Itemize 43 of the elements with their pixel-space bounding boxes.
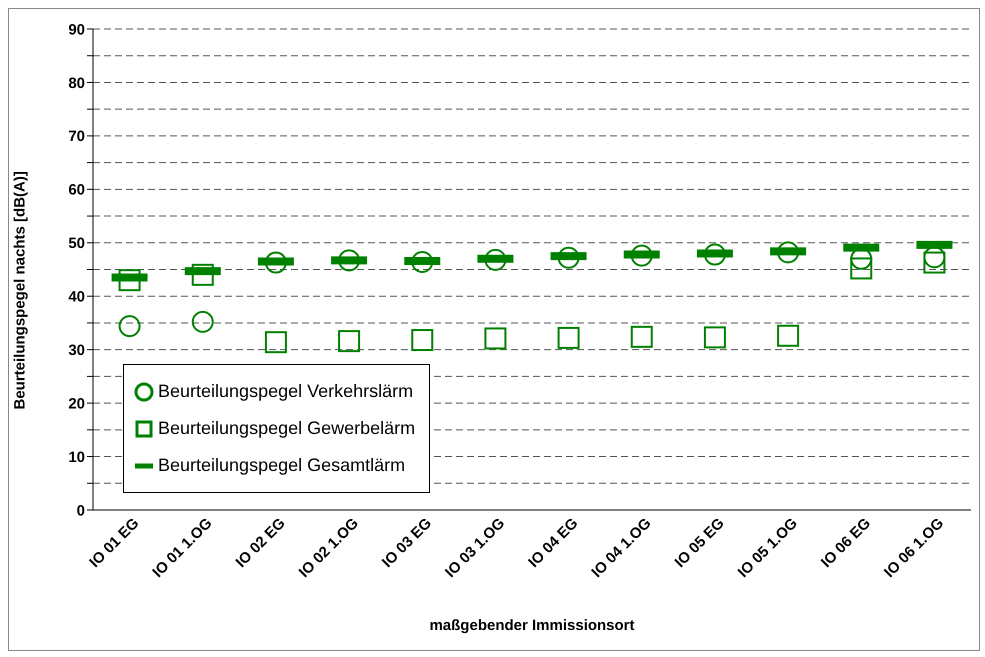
x-tick-label: IO 04 EG [525,514,582,572]
point [558,246,580,269]
point [630,244,653,267]
legend-label: Beurteilungspegel Gewerbelärm [158,418,416,439]
y-tick-label: 10 [68,448,85,466]
point [777,241,800,264]
y-tick-label: 30 [68,342,85,359]
point [118,269,141,292]
point [411,251,434,274]
y-tick-label: 50 [68,235,85,252]
point [484,248,506,271]
y-tick-label: 60 [68,182,85,199]
x-tick-label: IO 03 EG [378,514,436,572]
point [850,257,872,280]
point [411,329,434,352]
point [484,327,506,350]
legend-label: Beurteilungspegel Gesamtlärm [158,455,406,476]
point [558,326,580,349]
y-tick-label: 20 [68,395,85,412]
point [923,252,946,274]
y-axis-title: Beurteilungspegel nachts [dB(A)] [11,171,28,410]
point [118,315,141,338]
y-tick-label: 80 [68,74,85,92]
x-axis-title: maßgebender Immissionsort [429,617,635,634]
point [264,331,287,354]
point [704,244,726,266]
point [192,264,214,286]
point [704,326,726,348]
point [630,326,653,348]
legend-label: Beurteilungspegel Verkehrslärm [158,381,414,402]
point [264,252,287,274]
x-tick-label: IO 01 EG [86,514,142,572]
y-tick-label: 70 [68,128,85,146]
x-tick-label: IO 06 EG [818,514,874,572]
point [192,310,214,333]
y-tick-label: 40 [68,288,85,306]
y-tick-label: 0 [76,502,85,520]
point [777,324,800,347]
y-tick-label: 90 [68,21,85,38]
point [338,249,360,272]
point [338,330,360,352]
x-tick-label: IO 05 EG [672,514,728,572]
x-tick-label: IO 02 EG [232,514,289,572]
